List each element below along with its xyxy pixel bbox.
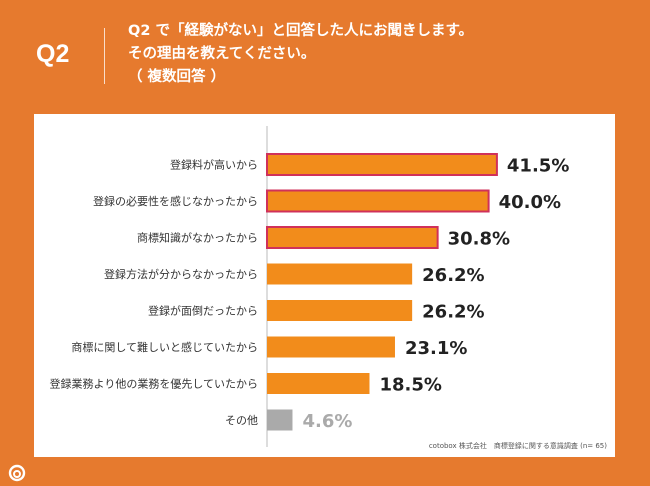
- value-label: 26.2%: [422, 265, 484, 286]
- category-label: 登録が面倒だったから: [148, 304, 258, 318]
- question-line-1: Q2 で「経験がない」と回答した人にお聞きします。: [128, 23, 474, 39]
- value-label: 4.6%: [302, 411, 352, 432]
- category-label: 登録方法が分からなかったから: [104, 267, 258, 281]
- value-label: 41.5%: [507, 156, 569, 177]
- bar: [267, 263, 413, 285]
- cotobox-logo-icon: [8, 464, 26, 482]
- category-label: 登録業務より他の業務を優先していたから: [50, 377, 258, 391]
- question-header: Q2 Q2 で「経験がない」と回答した人にお聞きします。 その理由を教えてくださ…: [0, 0, 650, 112]
- category-label: 商標に関して難しいと感じていたから: [71, 340, 258, 354]
- category-label: その他: [225, 414, 258, 427]
- value-label: 23.1%: [405, 338, 467, 359]
- value-label: 40.0%: [499, 192, 561, 213]
- category-label: 登録の必要性を感じなかったから: [93, 194, 258, 208]
- bar-chart: 登録料が高いから 41.5% 登録の必要性を感じなかったから 40.0% 商標知識がなか…: [50, 126, 607, 450]
- question-line-3: （ 複数回答 ）: [128, 69, 226, 85]
- question-number: Q2: [36, 40, 70, 68]
- category-label: 商標知識がなかったから: [137, 231, 258, 245]
- category-label: 登録料が高いから: [170, 158, 258, 172]
- bar: [267, 409, 293, 431]
- bar: [267, 300, 413, 321]
- header-divider: [104, 28, 105, 84]
- value-label: 18.5%: [379, 375, 441, 396]
- bar: [267, 373, 370, 394]
- chart-card: 登録料が高いから 41.5% 登録の必要性を感じなかったから 40.0% 商標知識がなか…: [34, 114, 615, 457]
- bar: [266, 226, 439, 249]
- question-text: Q2 で「経験がない」と回答した人にお聞きします。 その理由を教えてください。 …: [128, 20, 473, 89]
- bar: [266, 153, 498, 176]
- question-line-2: その理由を教えてください。: [128, 46, 316, 62]
- source-note: cotobox 株式会社 商標登録に関する意識調査 (n= 65): [429, 441, 607, 450]
- value-label: 30.8%: [448, 229, 510, 250]
- bar: [266, 189, 490, 213]
- bar: [267, 336, 395, 358]
- value-label: 26.2%: [422, 302, 484, 323]
